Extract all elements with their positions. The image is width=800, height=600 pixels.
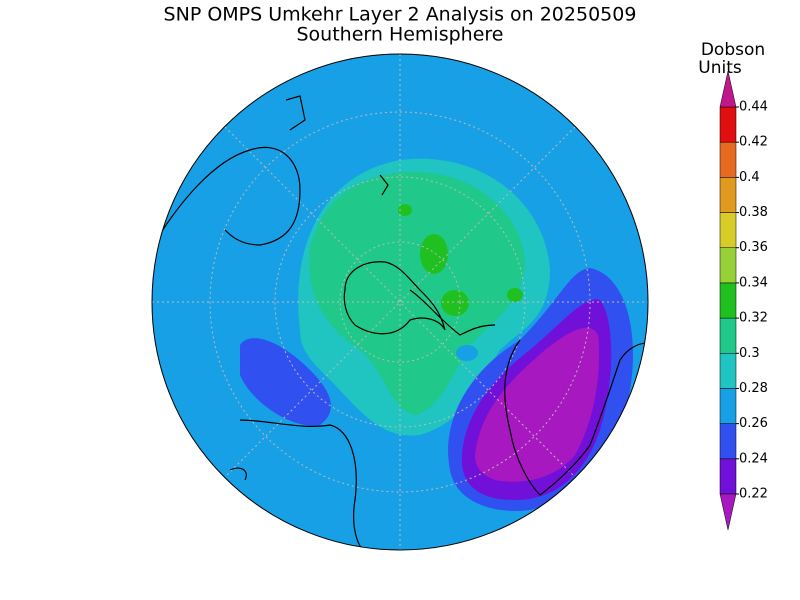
contour <box>475 327 600 482</box>
colorbar-tick-label: 0.3 <box>739 346 760 361</box>
colorbar-segment <box>719 247 737 284</box>
colorbar-segment <box>719 317 737 354</box>
colorbar-segment <box>719 423 737 460</box>
colorbar-segment <box>719 106 737 143</box>
contour <box>240 338 331 426</box>
colorbar-tick-label: 0.38 <box>739 205 768 220</box>
colorbar-segment <box>719 458 737 495</box>
colorbar-segment <box>719 141 737 178</box>
colorbar-tick-label: 0.34 <box>739 275 768 290</box>
globe-edge <box>151 53 649 551</box>
colorbar-tick-label: 0.32 <box>739 311 768 326</box>
colorbar-tick-label: 0.22 <box>739 487 768 502</box>
colorbar-segment <box>719 353 737 389</box>
colorbar-segment <box>719 212 737 248</box>
colorbar-tick-label: 0.24 <box>739 451 768 466</box>
colorbar-tick-label: 0.28 <box>739 381 768 396</box>
contour <box>398 204 412 216</box>
title: SNP OMPS Umkehr Layer 2 Analysis on 2025… <box>164 4 637 26</box>
colorbar-label: Dobson <box>701 40 765 60</box>
colorbar-under <box>719 493 737 531</box>
colorbar-segment <box>719 282 737 319</box>
colorbar-over <box>719 70 737 108</box>
graticule <box>152 54 648 550</box>
colorbar-tick-label: 0.36 <box>739 240 768 255</box>
colorbar-segment <box>719 388 737 424</box>
colorbar-tick-label: 0.4 <box>739 170 760 185</box>
colorbar-segment <box>719 177 737 213</box>
colorbar-tick-label: 0.26 <box>739 416 768 431</box>
contour <box>456 345 478 361</box>
contour <box>507 288 523 302</box>
contour <box>420 234 448 274</box>
subtitle: Southern Hemisphere <box>296 24 503 46</box>
colorbar-tick-label: 0.42 <box>739 135 768 150</box>
colorbar: 0.22 0.24 0.26 0.28 0.3 0.32 0.34 0.36 0.38 0.4 0.… <box>719 70 768 531</box>
colorbar-label: Units <box>698 58 742 78</box>
contour <box>309 171 525 415</box>
contour <box>441 290 469 316</box>
coastlines <box>152 95 648 549</box>
map <box>152 54 648 550</box>
colorbar-tick-label: 0.44 <box>739 100 768 115</box>
